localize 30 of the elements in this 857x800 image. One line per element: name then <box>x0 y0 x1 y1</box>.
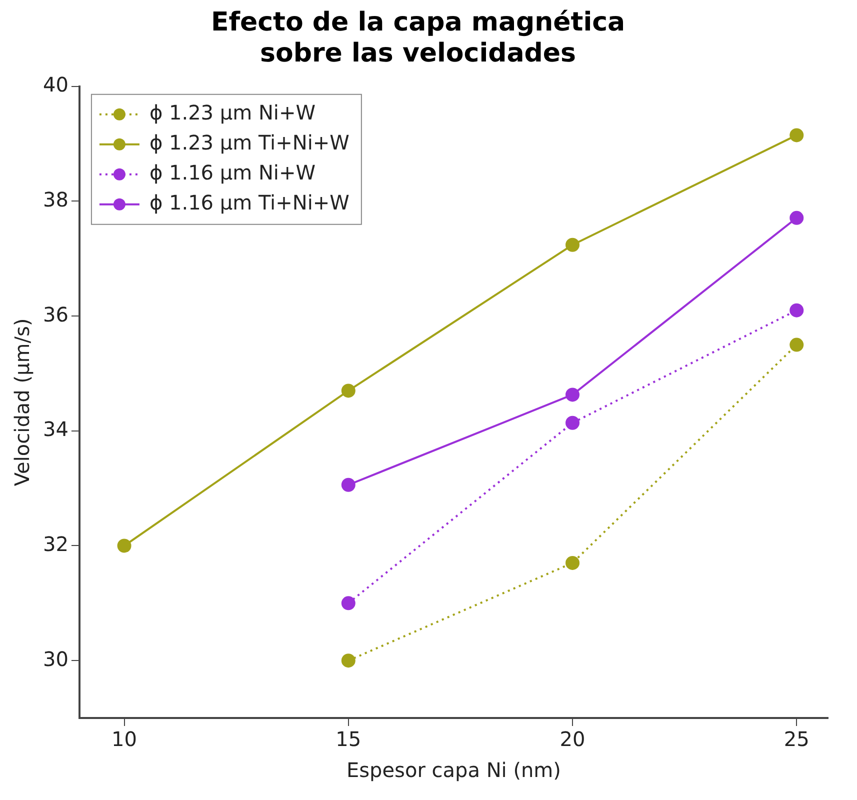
point <box>566 388 580 402</box>
x-axis-title: Espesor capa Ni (nm) <box>346 758 561 782</box>
y-tick-label: 40 <box>42 72 68 97</box>
point <box>790 210 804 225</box>
y-tick-label: 30 <box>42 646 68 671</box>
legend-label: ϕ 1.23 µm Ni+W <box>149 100 316 125</box>
point <box>341 478 356 492</box>
y-tick-label: 32 <box>42 532 68 556</box>
point <box>341 384 356 398</box>
x-tick-label: 20 <box>560 727 586 752</box>
y-axis-title: Velocidad (µm/s) <box>10 318 34 486</box>
x-tick-label: 25 <box>784 727 810 752</box>
point <box>117 538 132 553</box>
point <box>566 416 580 430</box>
x-tick-label: 10 <box>112 727 137 752</box>
y-tick-label: 36 <box>42 302 68 326</box>
point <box>790 303 804 318</box>
y-tick-label: 38 <box>42 187 68 212</box>
point <box>566 238 580 252</box>
x-tick-label: 15 <box>336 727 362 752</box>
chart-title: Efecto de la capa magnética sobre las velocidades <box>210 7 626 69</box>
point <box>341 654 356 668</box>
point <box>341 596 356 610</box>
point <box>566 556 580 570</box>
legend-label: ϕ 1.23 µm Ti+Ni+W <box>149 130 350 155</box>
legend-label: ϕ 1.16 µm Ti+Ni+W <box>149 190 350 215</box>
point <box>790 338 804 352</box>
legend-label: ϕ 1.16 µm Ni+W <box>149 160 316 185</box>
point <box>790 128 804 142</box>
y-tick-label: 34 <box>42 417 68 442</box>
